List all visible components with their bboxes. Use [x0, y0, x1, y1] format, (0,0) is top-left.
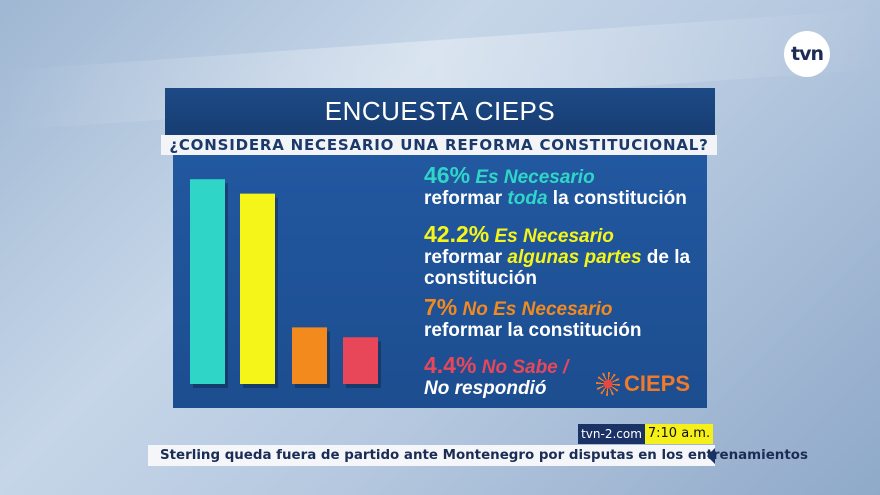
label-item-1: 42.2% Es Necesario reformar algunas part… — [424, 221, 691, 290]
website-badge: tvn-2.com — [578, 424, 645, 444]
news-ticker: Sterling queda fuera de partido ante Mon… — [148, 445, 808, 466]
chart-area: 46% Es Necesario reformar toda la consti… — [173, 155, 707, 408]
ticker-right-arrow-icon — [707, 448, 715, 464]
label-item-3: 4.4% No Sabe / No respondió — [424, 352, 569, 400]
label-item-2: 7% No Es Necesario reformar la constituc… — [424, 294, 642, 342]
label-item-0: 46% Es Necesario reformar toda la consti… — [424, 162, 687, 210]
bar-1 — [240, 193, 275, 384]
cieps-sun-icon — [596, 372, 620, 396]
cieps-logo: CIEPS — [596, 371, 690, 397]
bar-0 — [190, 179, 225, 384]
survey-graphic: ENCUESTA CIEPS ¿CONSIDERA NECESARIO UNA … — [161, 88, 717, 408]
bar-chart — [190, 179, 381, 388]
graphic-title: ENCUESTA CIEPS — [165, 88, 715, 135]
clock: 7:10 a.m. — [645, 424, 713, 444]
tvn-logo: tvn — [784, 31, 830, 77]
bar-2 — [292, 327, 327, 384]
graphic-question: ¿CONSIDERA NECESARIO UNA REFORMA CONSTIT… — [161, 135, 717, 155]
bar-3 — [343, 337, 378, 384]
